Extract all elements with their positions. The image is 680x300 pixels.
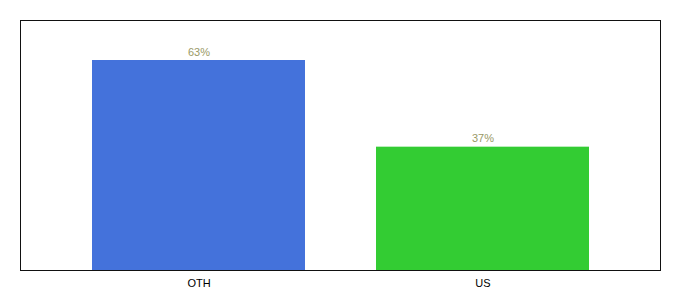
- svg-text:37%: 37%: [472, 132, 494, 144]
- svg-text:US: US: [475, 277, 490, 289]
- svg-text:63%: 63%: [188, 46, 210, 58]
- svg-text:OTH: OTH: [187, 277, 210, 289]
